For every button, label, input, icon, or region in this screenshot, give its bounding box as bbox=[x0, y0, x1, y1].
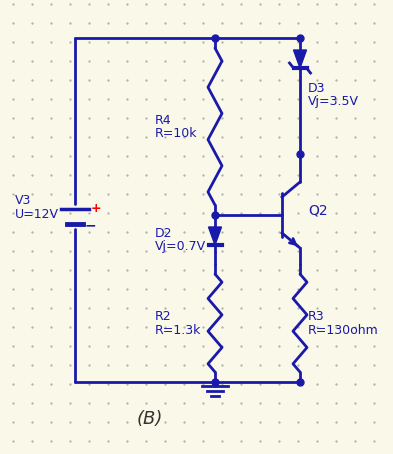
Text: R4: R4 bbox=[155, 114, 172, 127]
Text: Vj=3.5V: Vj=3.5V bbox=[308, 94, 359, 108]
Text: D2: D2 bbox=[155, 227, 173, 240]
Text: U=12V: U=12V bbox=[15, 208, 59, 222]
Polygon shape bbox=[209, 227, 222, 245]
Text: Q2: Q2 bbox=[308, 203, 328, 217]
Text: R=10k: R=10k bbox=[155, 127, 198, 140]
Text: D3: D3 bbox=[308, 82, 325, 94]
Text: R3: R3 bbox=[308, 311, 325, 324]
Text: (B): (B) bbox=[137, 410, 163, 428]
Text: V3: V3 bbox=[15, 194, 31, 207]
Polygon shape bbox=[294, 50, 307, 68]
Text: Vj=0.7V: Vj=0.7V bbox=[155, 240, 206, 253]
Text: R=130ohm: R=130ohm bbox=[308, 324, 379, 336]
Text: +: + bbox=[91, 202, 102, 214]
Text: −: − bbox=[85, 218, 97, 232]
Text: R2: R2 bbox=[155, 311, 172, 324]
Text: R=1.3k: R=1.3k bbox=[155, 324, 201, 336]
